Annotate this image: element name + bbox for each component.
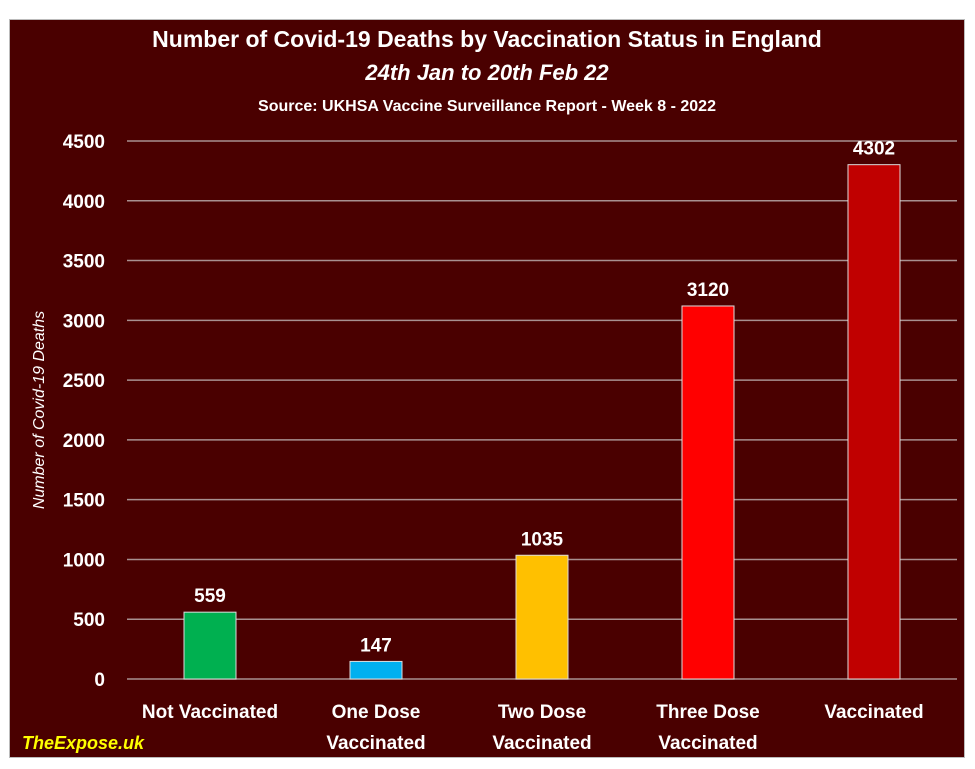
x-tick-label: Three Dose xyxy=(656,702,759,723)
y-tick-label: 2000 xyxy=(63,431,105,452)
bar xyxy=(183,611,237,680)
bar xyxy=(515,554,569,680)
y-tick-label: 3500 xyxy=(63,252,105,273)
chart-title: Number of Covid-19 Deaths by Vaccination… xyxy=(152,26,822,52)
bar xyxy=(681,305,735,680)
y-tick-label: 1000 xyxy=(63,550,105,571)
x-tick-label: Vaccinated xyxy=(658,733,757,754)
watermark: TheExpose.uk xyxy=(22,733,145,753)
x-tick-label: Two Dose xyxy=(498,702,586,723)
data-label: 1035 xyxy=(521,529,564,550)
bar xyxy=(349,660,403,680)
x-tick-label: Not Vaccinated xyxy=(142,702,278,723)
chart-source: Source: UKHSA Vaccine Surveillance Repor… xyxy=(258,98,716,115)
y-tick-label: 1500 xyxy=(63,491,105,512)
bar xyxy=(847,164,901,680)
chart-frame xyxy=(9,19,965,758)
data-label: 4302 xyxy=(853,139,895,160)
data-label: 559 xyxy=(194,586,226,607)
y-tick-label: 4500 xyxy=(63,132,105,153)
y-tick-label: 3000 xyxy=(63,311,105,332)
x-tick-label: One Dose xyxy=(332,702,421,723)
y-tick-label: 4000 xyxy=(63,192,105,213)
data-label: 3120 xyxy=(687,280,729,301)
data-label: 147 xyxy=(360,635,392,656)
y-tick-label: 500 xyxy=(73,610,105,631)
y-tick-label: 2500 xyxy=(63,371,105,392)
x-tick-label: Vaccinated xyxy=(492,733,591,754)
x-tick-label: Vaccinated xyxy=(326,733,425,754)
y-tick-label: 0 xyxy=(94,670,105,691)
chart-subtitle: 24th Jan to 20th Feb 22 xyxy=(364,60,609,85)
y-axis-label: Number of Covid-19 Deaths xyxy=(31,311,48,509)
x-tick-label: Vaccinated xyxy=(824,702,923,723)
